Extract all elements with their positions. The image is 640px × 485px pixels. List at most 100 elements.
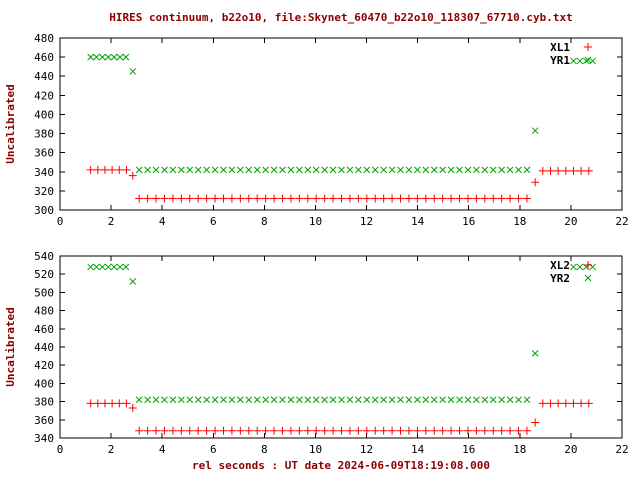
data-point-marker	[531, 127, 539, 135]
data-point-marker	[379, 426, 388, 435]
data-point-marker	[227, 426, 236, 435]
data-point-marker	[546, 166, 555, 175]
data-point-marker	[497, 194, 506, 203]
data-point-marker	[93, 399, 102, 408]
data-point-marker	[211, 396, 219, 404]
data-point-marker	[463, 426, 472, 435]
data-point-marker	[152, 426, 161, 435]
data-point-marker	[481, 396, 489, 404]
chart-2-plot: 0 2 4 6 8 10 12 14 16 18 20 22 340 360 380 400 420 440 460…	[34, 250, 629, 456]
data-point-marker	[143, 426, 152, 435]
chart-1-plot: 0 2 4 6 8 10 12 14 16 18 20 22 300 320 340 360 380 400 420…	[34, 32, 629, 228]
data-point-marker	[244, 194, 253, 203]
data-point-marker	[354, 426, 363, 435]
data-point-marker	[129, 278, 137, 285]
data-point-marker	[514, 426, 523, 435]
data-point-marker	[506, 396, 514, 404]
data-point-marker	[447, 426, 456, 435]
data-point-marker	[523, 166, 531, 174]
y-axis-label-1: Uncalibrated	[4, 84, 17, 163]
data-point-marker	[489, 426, 498, 435]
series-XL2-points	[86, 399, 593, 435]
data-point-marker	[497, 426, 506, 435]
data-point-marker	[531, 418, 540, 427]
data-point-marker	[177, 426, 186, 435]
y-tick-label: 500	[34, 286, 54, 299]
data-point-marker	[329, 396, 337, 404]
data-point-marker	[115, 165, 124, 174]
x-tick-label: 12	[360, 443, 373, 456]
y-tick-label: 340	[34, 166, 54, 179]
plot-border	[59, 255, 623, 439]
data-point-marker	[312, 396, 320, 404]
data-point-marker	[185, 194, 194, 203]
data-point-marker	[99, 263, 106, 271]
data-point-marker	[362, 426, 371, 435]
data-point-marker	[506, 194, 515, 203]
data-point-marker	[129, 68, 137, 75]
data-point-marker	[270, 194, 279, 203]
series-YR2-points	[87, 263, 596, 404]
data-point-marker	[584, 43, 592, 51]
x-tick-label: 2	[108, 215, 115, 228]
data-point-marker	[295, 194, 304, 203]
data-point-marker	[397, 396, 404, 404]
data-point-marker	[236, 194, 245, 203]
data-point-marker	[422, 166, 430, 174]
data-point-marker	[498, 166, 506, 174]
data-point-marker	[396, 194, 405, 203]
data-point-marker	[168, 426, 177, 435]
data-point-marker	[211, 166, 219, 174]
data-point-marker	[480, 194, 489, 203]
y-tick-label: 420	[34, 89, 54, 102]
data-point-marker	[236, 396, 244, 404]
data-point-marker	[186, 396, 194, 404]
data-point-marker	[489, 396, 497, 404]
series-YR1-points	[87, 53, 596, 174]
x-tick-label: 10	[309, 215, 322, 228]
x-tick-label: 18	[513, 215, 526, 228]
x-tick-label: 20	[564, 443, 577, 456]
data-point-marker	[523, 396, 531, 404]
x-tick-label: 22	[615, 215, 628, 228]
data-point-marker	[86, 399, 95, 408]
data-point-marker	[515, 396, 522, 404]
data-point-marker	[186, 166, 194, 174]
data-point-marker	[312, 426, 321, 435]
data-point-marker	[447, 396, 455, 404]
data-point-marker	[135, 396, 143, 404]
data-point-marker	[110, 53, 118, 61]
y-tick-label: 520	[34, 268, 54, 281]
data-point-marker	[161, 166, 168, 174]
data-point-marker	[245, 396, 253, 404]
data-point-marker	[413, 194, 422, 203]
data-point-marker	[414, 166, 421, 174]
data-point-marker	[584, 261, 592, 269]
data-point-marker	[86, 165, 95, 174]
data-point-marker	[122, 263, 130, 271]
data-point-marker	[152, 166, 160, 174]
data-point-marker	[219, 426, 228, 435]
data-point-marker	[99, 53, 106, 61]
data-point-marker	[236, 166, 244, 174]
data-point-marker	[379, 194, 388, 203]
data-point-marker	[278, 194, 287, 203]
legend-sample-XL2	[584, 261, 592, 269]
data-point-marker	[480, 426, 489, 435]
y-tick-label: 480	[34, 305, 54, 318]
data-point-marker	[87, 263, 95, 271]
data-point-marker	[570, 57, 577, 65]
data-point-marker	[262, 396, 269, 404]
data-point-marker	[354, 194, 363, 203]
data-point-marker	[320, 426, 329, 435]
data-point-marker	[203, 166, 210, 174]
x-tick-label: 14	[411, 215, 425, 228]
data-point-marker	[108, 399, 117, 408]
y-tick-label: 420	[34, 359, 54, 372]
data-point-marker	[338, 396, 345, 404]
data-point-marker	[194, 396, 202, 404]
data-point-marker	[253, 426, 262, 435]
data-point-marker	[261, 194, 270, 203]
data-point-marker	[152, 194, 161, 203]
